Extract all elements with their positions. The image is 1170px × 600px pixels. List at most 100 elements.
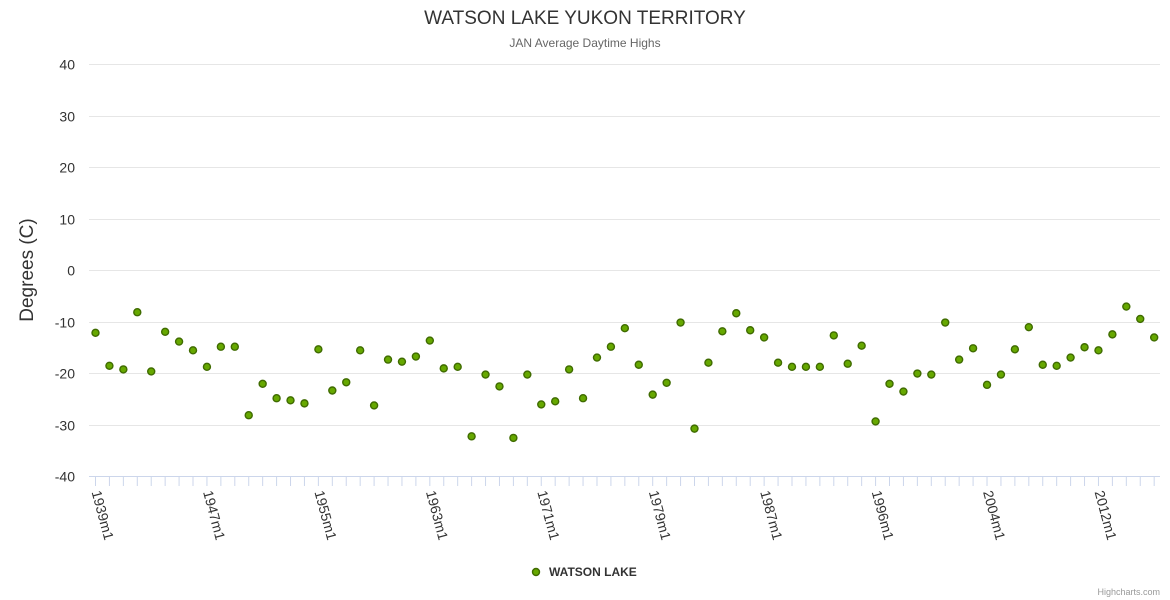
legend[interactable]: WATSON LAKE — [531, 565, 637, 579]
data-point[interactable] — [996, 370, 1006, 379]
data-point[interactable] — [244, 411, 253, 420]
legend-item-watson-lake[interactable]: WATSON LAKE — [549, 565, 637, 579]
data-point[interactable] — [272, 394, 281, 403]
x-tick-label: 1963m1 — [423, 489, 452, 542]
data-point[interactable] — [578, 394, 588, 403]
data-point[interactable] — [634, 360, 643, 369]
data-point[interactable] — [704, 358, 713, 367]
data-point[interactable] — [286, 396, 295, 405]
data-point[interactable] — [662, 378, 671, 387]
data-point[interactable] — [481, 370, 490, 379]
data-point[interactable] — [843, 359, 852, 368]
data-point[interactable] — [899, 387, 908, 396]
y-tick-label: -40 — [55, 469, 75, 485]
data-point[interactable] — [592, 353, 602, 362]
data-point[interactable] — [759, 333, 769, 342]
data-point[interactable] — [369, 401, 379, 410]
y-tick-label: -20 — [55, 366, 75, 382]
y-axis-label: Degrees (C) — [17, 218, 38, 321]
data-point[interactable] — [550, 397, 560, 406]
data-point[interactable] — [787, 362, 797, 372]
legend-marker — [531, 567, 541, 577]
x-tick-label: 1947m1 — [200, 489, 229, 542]
y-tick-label: 30 — [59, 109, 75, 125]
y-tick-label: -30 — [55, 418, 75, 434]
data-point[interactable] — [230, 342, 240, 351]
data-point[interactable] — [91, 328, 100, 338]
data-point[interactable] — [885, 379, 894, 389]
x-tick-labels: 1939m1 1947m1 1955m1 1963m1 1971m1 1979m1 1987… — [89, 489, 1121, 542]
data-point[interactable] — [1066, 353, 1075, 362]
data-point[interactable] — [1108, 330, 1117, 339]
data-point[interactable] — [1136, 314, 1145, 324]
data-point[interactable] — [564, 365, 574, 374]
data-point[interactable] — [300, 399, 309, 408]
data-point[interactable] — [676, 318, 685, 327]
data-point[interactable] — [133, 308, 142, 317]
data-point[interactable] — [941, 318, 950, 327]
data-point[interactable] — [690, 424, 699, 433]
data-point[interactable] — [1010, 345, 1020, 354]
data-point[interactable] — [523, 370, 532, 379]
data-point[interactable] — [1052, 361, 1061, 370]
data-point[interactable] — [216, 342, 226, 351]
data-point[interactable] — [537, 400, 546, 409]
y-tick-label: 40 — [59, 57, 75, 73]
series-watson-lake[interactable] — [91, 302, 1159, 443]
data-point[interactable] — [467, 432, 476, 441]
data-point[interactable] — [1122, 302, 1131, 311]
data-point[interactable] — [119, 365, 128, 374]
y-tick-label: 0 — [67, 263, 75, 279]
data-point[interactable] — [982, 380, 992, 390]
data-point[interactable] — [1149, 333, 1159, 342]
data-point[interactable] — [453, 362, 462, 372]
data-point[interactable] — [1080, 343, 1089, 352]
data-point[interactable] — [174, 337, 184, 346]
data-point[interactable] — [648, 390, 657, 399]
data-point[interactable] — [425, 336, 435, 345]
data-point[interactable] — [1038, 360, 1047, 369]
data-point[interactable] — [1024, 322, 1034, 332]
data-point[interactable] — [328, 386, 337, 395]
y-tick-label: 20 — [59, 160, 75, 176]
x-tick-label: 2004m1 — [980, 489, 1009, 542]
data-point[interactable] — [927, 370, 936, 379]
data-point[interactable] — [202, 362, 212, 372]
data-point[interactable] — [314, 345, 323, 354]
credit-text[interactable]: Highcharts.com — [1097, 587, 1160, 597]
data-point[interactable] — [258, 379, 267, 389]
data-point[interactable] — [397, 357, 407, 366]
x-tick-label: 1996m1 — [869, 489, 898, 542]
x-tick-marks — [95, 476, 1155, 486]
data-point[interactable] — [160, 327, 170, 336]
data-point[interactable] — [495, 382, 504, 391]
data-point[interactable] — [147, 367, 156, 376]
x-tick-label: 2012m1 — [1092, 489, 1121, 542]
data-point[interactable] — [1094, 346, 1103, 355]
data-point[interactable] — [355, 346, 365, 355]
data-point[interactable] — [732, 309, 741, 318]
data-point[interactable] — [718, 327, 727, 336]
data-point[interactable] — [871, 417, 880, 426]
data-point[interactable] — [913, 369, 922, 378]
data-point[interactable] — [411, 352, 421, 361]
x-tick-label: 1979m1 — [646, 489, 675, 542]
data-point[interactable] — [801, 362, 811, 372]
data-point[interactable] — [342, 378, 351, 387]
data-point[interactable] — [383, 355, 393, 364]
data-point[interactable] — [439, 364, 448, 373]
data-point[interactable] — [773, 358, 783, 367]
data-point[interactable] — [188, 346, 198, 355]
y-tick-label: -10 — [55, 315, 75, 331]
data-point[interactable] — [968, 344, 978, 353]
x-tick-label: 1955m1 — [311, 489, 340, 542]
data-point[interactable] — [815, 362, 825, 372]
data-point[interactable] — [857, 341, 866, 350]
data-point[interactable] — [829, 331, 838, 340]
data-point[interactable] — [509, 433, 518, 443]
data-point[interactable] — [620, 323, 630, 333]
data-point[interactable] — [105, 361, 114, 370]
data-point[interactable] — [746, 326, 755, 335]
data-point[interactable] — [954, 355, 964, 364]
data-point[interactable] — [606, 342, 616, 351]
